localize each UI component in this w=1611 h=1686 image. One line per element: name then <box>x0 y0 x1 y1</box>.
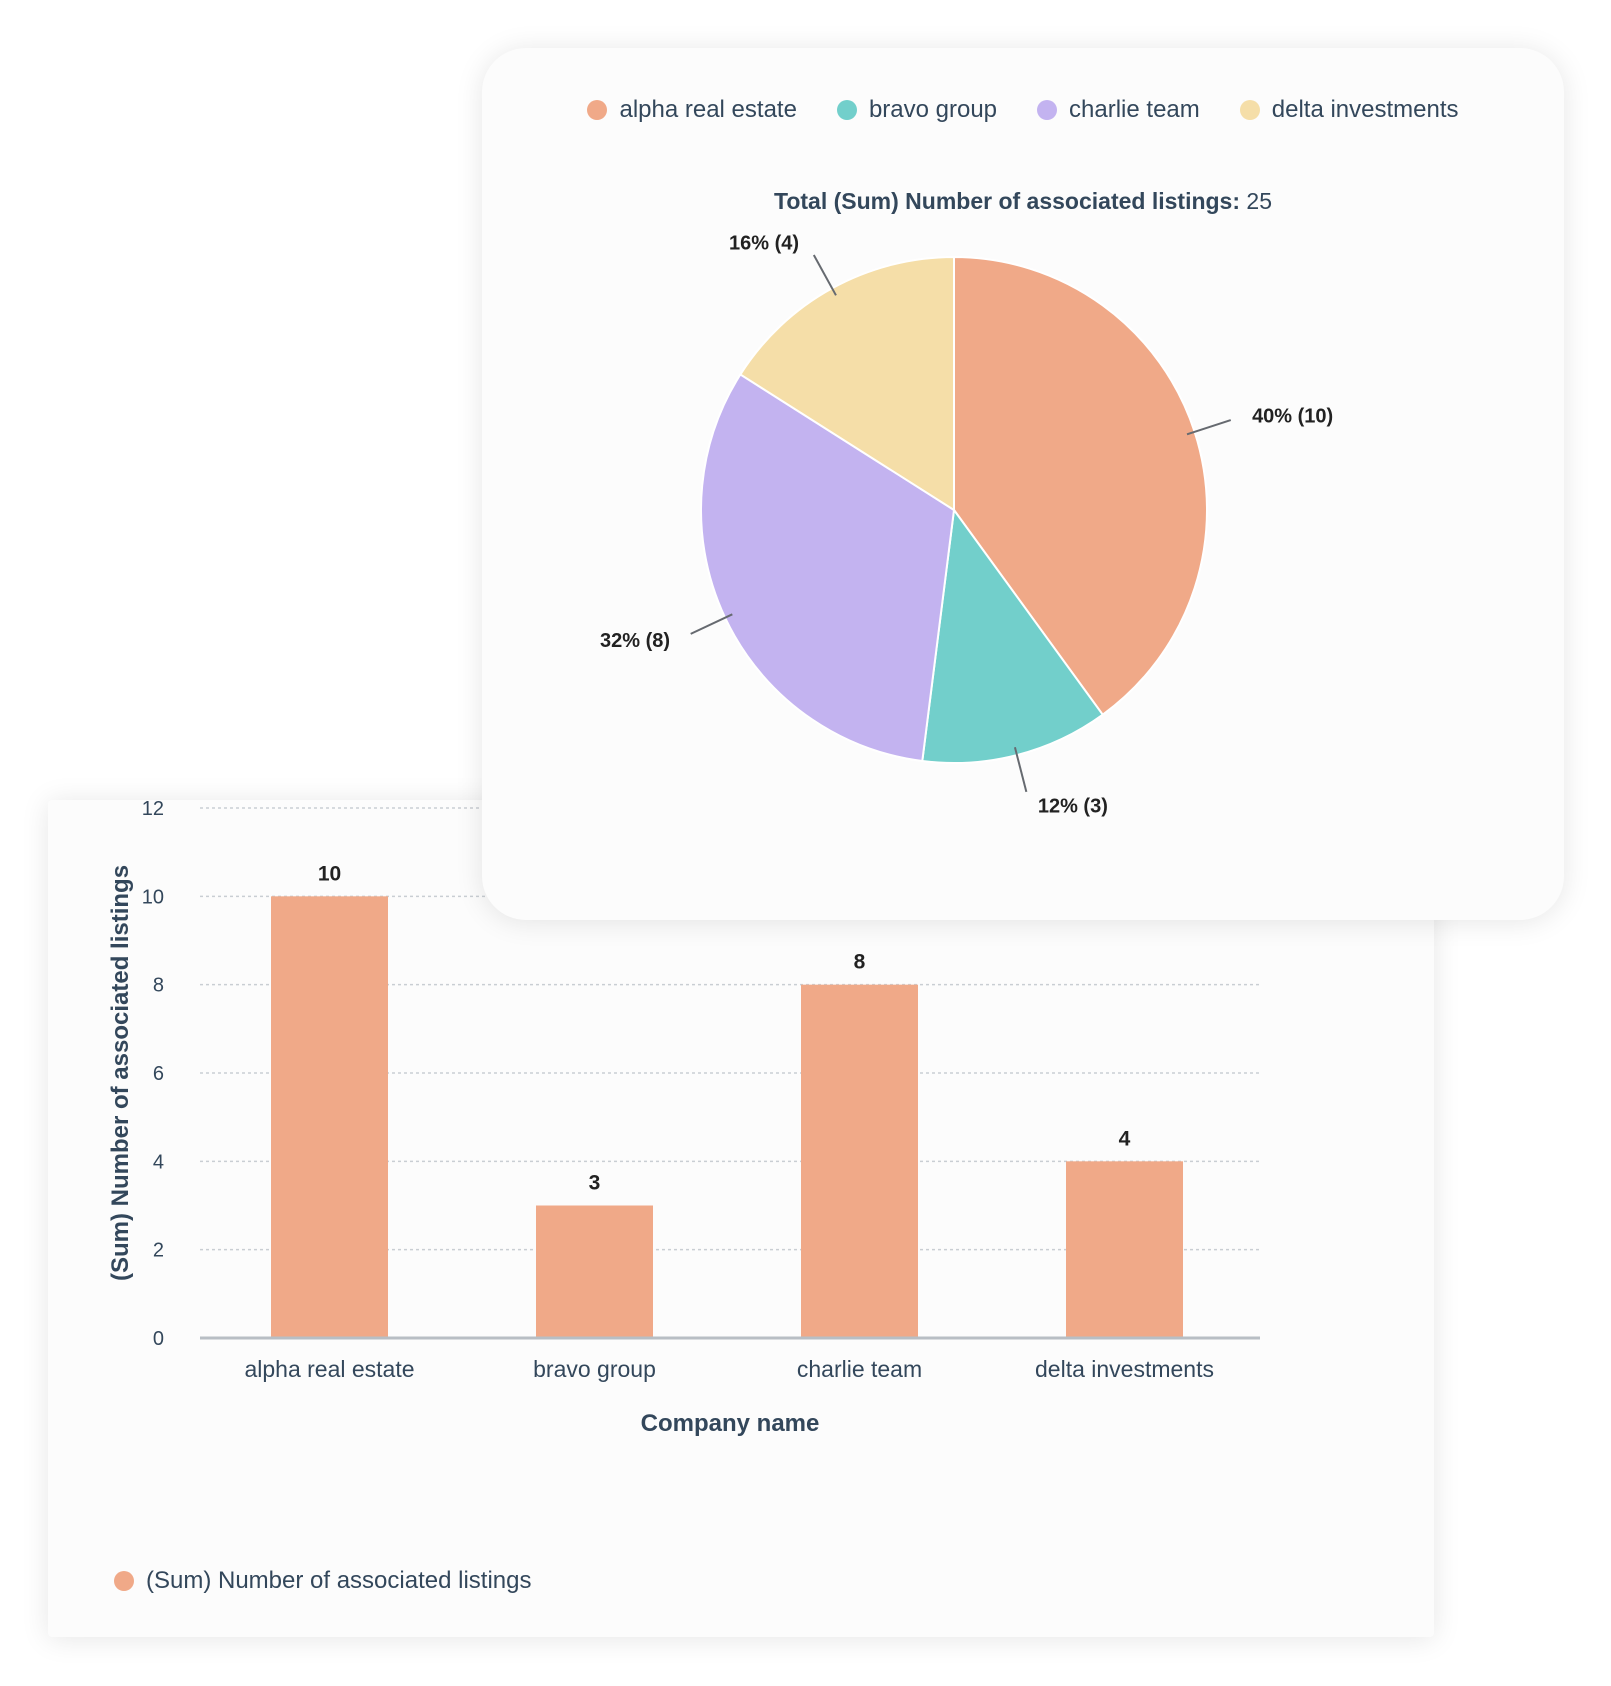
x-tick-label: alpha real estate <box>244 1356 414 1382</box>
pie-label-leader <box>1013 747 1028 793</box>
y-tick-label: 2 <box>153 1240 164 1262</box>
y-tick-label: 0 <box>153 1328 164 1350</box>
pie-legend-item[interactable]: bravo group <box>836 96 998 124</box>
pie-label-leader <box>690 613 733 635</box>
pie-legend-item[interactable]: delta investments <box>1239 96 1459 124</box>
pie-data-label: 40% (10) <box>1252 406 1333 428</box>
y-tick-label: 10 <box>142 886 164 908</box>
x-tick-label: charlie team <box>797 1356 922 1382</box>
pie-chart-card: alpha real estate bravo group charlie team… <box>482 48 1564 920</box>
bar-data-label: 8 <box>854 951 866 974</box>
pie-label-leader <box>812 254 837 296</box>
y-axis-title: (Sum) Number of associated listings <box>107 865 134 1281</box>
bar[interactable] <box>271 896 388 1338</box>
pie-legend-item[interactable]: charlie team <box>1037 96 1200 124</box>
pie-legend: alpha real estate bravo group charlie team… <box>482 96 1564 124</box>
y-tick-label: 4 <box>153 1151 164 1173</box>
pie-data-label: 32% (8) <box>600 630 670 652</box>
x-tick-label: bravo group <box>533 1356 656 1382</box>
pie-total-label: Total (Sum) Number of associated listing… <box>773 188 1241 214</box>
bar-data-label: 4 <box>1119 1127 1131 1150</box>
pie-chart: 40% (10) 12% (3) 32% (8) 16% (4) <box>600 233 1333 818</box>
legend-label: alpha real estate <box>619 96 797 123</box>
bar-data-label: 10 <box>318 862 341 885</box>
legend-swatch <box>587 100 608 120</box>
legend-swatch <box>1239 100 1260 120</box>
pie-total-value: 25 <box>1246 188 1272 214</box>
bar-legend: (Sum) Number of associated listings <box>114 1567 531 1595</box>
y-tick-label: 12 <box>142 798 164 820</box>
legend-label: charlie team <box>1069 96 1200 123</box>
pie-legend-item[interactable]: alpha real estate <box>587 96 797 124</box>
legend-label: (Sum) Number of associated listings <box>146 1567 532 1594</box>
x-axis-title: Company name <box>641 1410 820 1437</box>
bar-chart-card: 0 2 4 6 8 10 12 10 alpha real estate 3 bravo group… <box>48 798 1434 1637</box>
bar[interactable] <box>536 1205 653 1339</box>
y-tick-label: 8 <box>153 975 164 997</box>
bar[interactable] <box>801 984 918 1338</box>
legend-label: bravo group <box>868 96 998 123</box>
pie-label-leader <box>1186 419 1232 436</box>
bar-legend-item[interactable]: (Sum) Number of associated listings <box>114 1567 531 1595</box>
bar[interactable] <box>1066 1161 1183 1338</box>
pie-data-label: 16% (4) <box>729 233 799 255</box>
bar-chart: 0 2 4 6 8 10 12 10 alpha real estate 3 bravo group… <box>107 798 1260 1437</box>
pie-total: Total (Sum) Number of associated listing… <box>482 188 1564 215</box>
bar-data-label: 3 <box>589 1172 601 1195</box>
y-tick-label: 6 <box>153 1063 164 1085</box>
legend-swatch <box>836 100 857 120</box>
legend-label: delta investments <box>1271 96 1459 123</box>
legend-swatch <box>114 1571 134 1591</box>
legend-swatch <box>1037 100 1058 120</box>
pie-data-label: 12% (3) <box>1038 795 1108 817</box>
x-tick-label: delta investments <box>1035 1356 1214 1382</box>
